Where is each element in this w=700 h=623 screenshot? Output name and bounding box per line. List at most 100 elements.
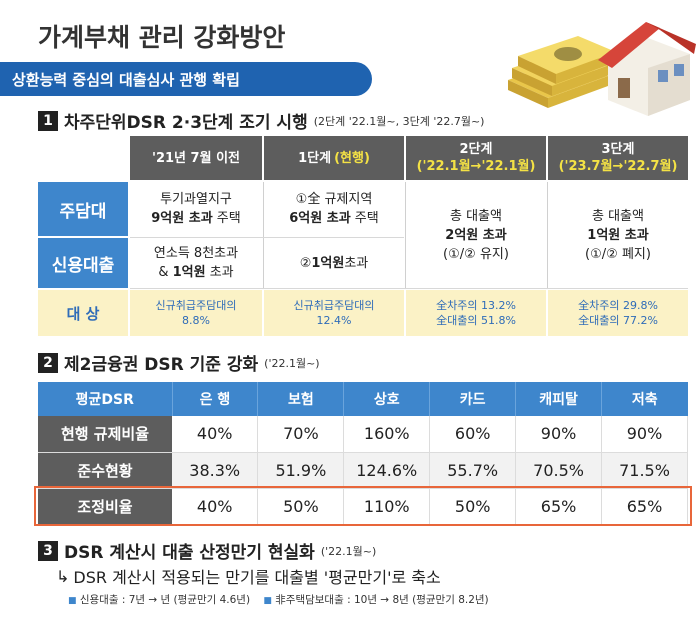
grid-line — [263, 182, 264, 288]
cell-text: 총 대출액 — [592, 208, 644, 224]
col-header-before-text: '21년 7월 이전 — [151, 150, 240, 166]
cell-text: 全차주의 13.2% — [436, 299, 516, 312]
cell-text: 全차주의 29.8% — [578, 299, 658, 312]
section2-note: ('22.1월~) — [264, 356, 320, 370]
page-title: 가계부채 관리 강화방안 — [38, 23, 286, 52]
section3-title: DSR 계산시 대출 산정만기 현실화 — [64, 543, 315, 563]
footnote-credit: 신용대출 : 7년 → 년 (평균만기 4.6년) — [79, 594, 251, 606]
cell-target-before: 신규취급주담대의 8.8% — [130, 290, 262, 336]
cell-text: 全대출의 51.8% — [436, 314, 516, 327]
col-header-stage2-text: 2단계 — [459, 142, 493, 157]
section2-number: 2 — [38, 352, 58, 373]
row-label-target: 대 상 — [38, 290, 128, 336]
subtitle-text: 상환능력 중심의 대출심사 관행 확립 — [12, 71, 240, 89]
header-avg-dsr: 평균DSR — [38, 382, 173, 416]
header-card: 카드 — [429, 382, 517, 416]
table-cell: 110% — [343, 488, 431, 525]
corner-arrow-icon: ↳ — [56, 566, 70, 586]
section3-detail-text: DSR 계산시 적용되는 만기를 대출별 '평균만기'로 축소 — [73, 568, 441, 587]
cell-text-bold: 9억원 초과 — [151, 211, 213, 226]
header-bank: 은 행 — [172, 382, 259, 416]
header-savings: 저축 — [601, 382, 688, 416]
col-header-stage2: 2단계 ('22.1월→'22.1월) — [406, 136, 546, 180]
col-header-stage3-note: ('23.7월→'22.7월) — [558, 159, 678, 174]
cell-before-jutamdae: 투기과열지구 9억원 초과 주택 — [130, 182, 262, 236]
grid-line — [547, 182, 548, 288]
subtitle-banner: 상환능력 중심의 대출심사 관행 확립 — [0, 62, 372, 96]
money-stack-icon — [508, 36, 616, 108]
cell-text: 全대출의 77.2% — [578, 314, 658, 327]
cell-text-bold: 1억원 — [172, 265, 206, 280]
cell-stage1-jutamdae: ①全 규제지역 6억원 초과 주택 — [264, 182, 404, 236]
table-cell: 90% — [601, 416, 688, 453]
house-money-illustration — [508, 22, 696, 116]
table-cell: 70% — [257, 416, 345, 453]
cell-text: 초과 — [344, 255, 369, 271]
table-cell: 40% — [172, 488, 259, 525]
row-label-credit-text: 신용대출 — [51, 255, 115, 276]
cell-stage1-credit: ② 1억원 초과 — [264, 238, 404, 288]
dsr-ratio-table: 평균DSR 은 행 보험 상호 카드 캐피탈 저축 현행 규제비율 40% 70… — [34, 382, 692, 526]
section3-note: ('22.1월~) — [320, 544, 377, 558]
section2-title: 제2금융권 DSR 기준 강화 — [64, 355, 259, 375]
cell-text-bold: 1억원 — [311, 255, 345, 271]
cell-text: 초과 — [205, 265, 234, 280]
table-cell: 55.7% — [429, 452, 517, 489]
col-header-stage3: 3단계 ('23.7월→'22.7월) — [548, 136, 688, 180]
cell-text: (①/② 폐지) — [585, 246, 651, 262]
table-cell: 124.6% — [343, 452, 431, 489]
table-cell: 51.9% — [257, 452, 345, 489]
cell-text: & — [158, 265, 173, 280]
section1-heading: 1 차주단위DSR 2·3단계 조기 시행 (2단계 '22.1월~, 3단계 … — [38, 108, 484, 133]
cell-text: (①/② 유지) — [443, 246, 509, 262]
table-cell: 60% — [429, 416, 517, 453]
table-header-row: 평균DSR 은 행 보험 상호 카드 캐피탈 저축 — [38, 382, 688, 416]
cell-text-bold: 6억원 초과 — [289, 211, 351, 226]
square-bullet-icon: ■ — [263, 596, 272, 606]
square-bullet-icon: ■ — [68, 596, 77, 606]
col-header-stage1-text: 1단계 — [298, 150, 332, 166]
table-cell: 160% — [343, 416, 431, 453]
cell-text: ①全 규제지역 — [295, 192, 373, 207]
cell-stage3: 총 대출액 1억원 초과 (①/② 폐지) — [548, 182, 688, 288]
table-cell: 70.5% — [515, 452, 603, 489]
table-cell: 71.5% — [601, 452, 688, 489]
grid-line — [130, 288, 688, 289]
col-header-stage2-note: ('22.1월→'22.1월) — [416, 159, 536, 174]
grid-line — [130, 237, 404, 238]
section1-number: 1 — [38, 110, 58, 131]
table-cell: 90% — [515, 416, 603, 453]
cell-text: 8.8% — [182, 314, 210, 327]
header-mutual: 상호 — [343, 382, 431, 416]
col-header-before: '21년 7월 이전 — [130, 136, 262, 180]
col-header-stage1-note: (현행) — [334, 150, 370, 166]
row-label: 조정비율 — [38, 488, 172, 525]
cell-stage2: 총 대출액 2억원 초과 (①/② 유지) — [406, 182, 546, 288]
header-capital: 캐피탈 — [515, 382, 603, 416]
section3-footnotes: ■ 신용대출 : 7년 → 년 (평균만기 4.6년) ■ 非주택담보대출 : … — [68, 592, 489, 607]
row-label-target-text: 대 상 — [66, 304, 100, 323]
section3-heading: 3 DSR 계산시 대출 산정만기 현실화 ('22.1월~) — [38, 538, 376, 563]
section2-heading: 2 제2금융권 DSR 기준 강화 ('22.1월~) — [38, 350, 320, 375]
section3-number: 3 — [38, 540, 58, 561]
row-label: 준수현황 — [38, 452, 172, 489]
cell-text: ② — [299, 255, 312, 271]
table-cell: 38.3% — [172, 452, 259, 489]
footnote-non-housing: 非주택담보대출 : 10년 → 8년 (평균만기 8.2년) — [275, 594, 489, 606]
house-icon — [598, 22, 696, 116]
cell-target-stage3: 全차주의 29.8% 全대출의 77.2% — [548, 290, 688, 336]
cell-target-stage2: 全차주의 13.2% 全대출의 51.8% — [406, 290, 546, 336]
col-header-stage3-text: 3단계 — [601, 142, 635, 157]
row-label-jutamdae: 주담대 — [38, 182, 128, 236]
row-label-jutamdae-text: 주담대 — [59, 201, 107, 222]
cell-text: 총 대출액 — [450, 208, 502, 224]
cell-text: 신규취급주담대의 — [155, 299, 237, 312]
cell-text: 연소득 8천초과 — [153, 246, 239, 261]
row-label-credit: 신용대출 — [38, 238, 128, 288]
table-cell: 40% — [172, 416, 259, 453]
dsr-stage-table: '21년 7월 이전 1단계 (현행) 2단계 ('22.1월→'22.1월) … — [38, 136, 688, 336]
table-row: 현행 규제비율 40% 70% 160% 60% 90% 90% — [38, 416, 688, 453]
table-cell: 65% — [515, 488, 603, 525]
section3-detail: ↳ DSR 계산시 적용되는 만기를 대출별 '평균만기'로 축소 — [56, 564, 441, 588]
section1-note: (2단계 '22.1월~, 3단계 '22.7월~) — [313, 114, 485, 128]
